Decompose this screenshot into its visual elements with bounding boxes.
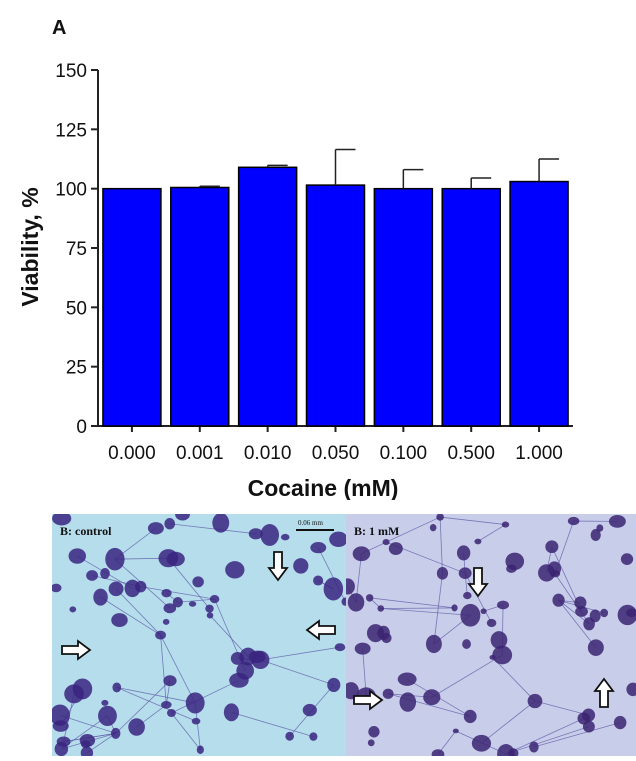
arrow-marker-icon (305, 619, 336, 641)
y-tick-label: 150 (55, 61, 87, 82)
viability-bar-chart: A 0 25 50 75 100 125 150 0.000 0.001 0.010 0.050 0.… (17, 17, 573, 500)
micrograph-1mM-label: B: 1 mM (354, 524, 400, 538)
bar (373, 187, 434, 427)
neuron-network (52, 514, 346, 756)
scale-bar-label: 0.06 mm (298, 519, 323, 527)
arrow-marker-icon (61, 639, 92, 661)
micrograph-1mM-image (346, 514, 636, 756)
micrograph-control: B: control 0.06 mm (52, 514, 346, 756)
bar (237, 166, 298, 427)
y-tick-label: 75 (66, 239, 87, 260)
x-tick-label: 0.010 (244, 443, 292, 464)
x-tick-label: 0.100 (380, 443, 428, 464)
y-tick-label: 0 (76, 417, 87, 438)
arrow-marker-icon (267, 551, 289, 582)
y-tick-label: 100 (55, 180, 87, 201)
bar (441, 187, 501, 427)
y-tick-label: 25 (66, 358, 87, 379)
neuron-network (346, 514, 636, 756)
panel-label: A (52, 17, 66, 39)
micrograph-control-label: B: control (60, 524, 112, 538)
x-tick-label: 0.500 (447, 443, 495, 464)
y-tick-label: 125 (55, 120, 87, 141)
bar (509, 180, 569, 427)
x-axis-label: Cocaine (mM) (248, 475, 399, 500)
x-tick-label: 1.000 (515, 443, 563, 464)
micrograph-1mM: B: 1 mM (346, 514, 636, 756)
y-axis-label: Viability, % (17, 187, 43, 306)
bar (170, 186, 230, 427)
x-tick-label: 0.050 (312, 443, 360, 464)
bar (102, 187, 162, 427)
bar (305, 184, 366, 427)
arrow-marker-icon (353, 689, 384, 711)
x-tick-label: 0.001 (176, 443, 224, 464)
arrow-marker-icon (593, 677, 615, 708)
arrow-marker-icon (467, 567, 489, 598)
scale-bar (296, 529, 334, 531)
micrograph-control-image (52, 514, 346, 756)
x-tick-label: 0.000 (108, 443, 156, 464)
y-tick-label: 50 (66, 298, 87, 319)
